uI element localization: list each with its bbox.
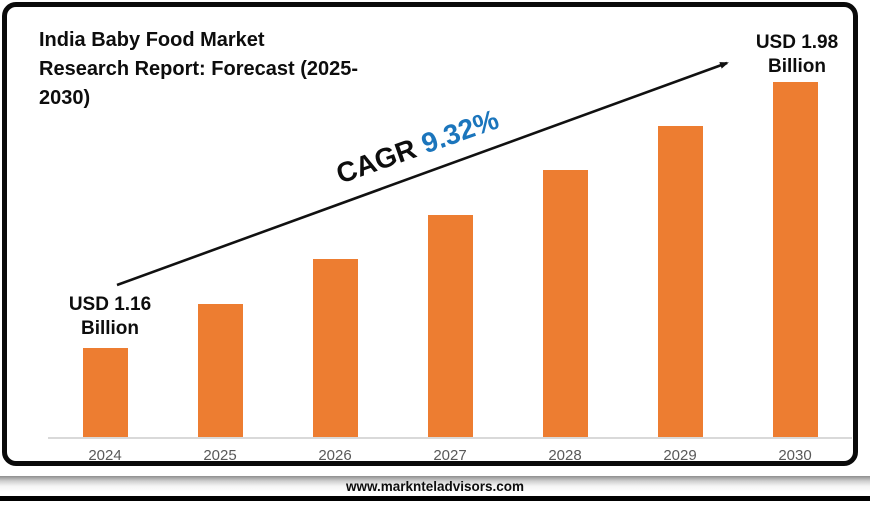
bar-2028 <box>542 170 588 438</box>
x-axis-label-2027: 2027 <box>433 447 467 464</box>
cagr-annotation: CAGR9.32% <box>325 101 510 193</box>
x-axis-line <box>48 437 852 439</box>
chart-title-line-2: Research Report: Forecast (2025- <box>39 58 359 80</box>
chart-title-line-3: 2030) <box>39 87 91 109</box>
x-axis-label-2025: 2025 <box>203 447 237 464</box>
x-axis-label-2028: 2028 <box>548 447 582 464</box>
footer-bar: www.marknteladvisors.com <box>0 476 870 501</box>
data-label-2030-line-2: Billion <box>767 56 827 77</box>
bar-2026 <box>312 259 358 438</box>
data-label-2030-line-1: USD 1.98 <box>755 32 839 53</box>
cagr-label: CAGR <box>332 132 421 190</box>
data-label-2024-line-2: Billion <box>80 318 140 339</box>
x-axis-label-2026: 2026 <box>318 447 352 464</box>
chart-title-line-1: India Baby Food Market <box>39 29 265 51</box>
bar-2027 <box>427 215 473 438</box>
data-label-2030: USD 1.98 Billion <box>735 31 859 79</box>
x-axis-label-2029: 2029 <box>663 447 697 464</box>
website-url: www.marknteladvisors.com <box>345 479 525 494</box>
bar-2025 <box>197 304 243 438</box>
data-label-2024-line-1: USD 1.16 <box>68 294 152 315</box>
chart-panel: India Baby Food Market Research Report: … <box>2 2 858 466</box>
bar-2029 <box>657 126 703 438</box>
x-axis-label-2024: 2024 <box>88 447 122 464</box>
x-axis-label-2030: 2030 <box>778 447 812 464</box>
bar-2024 <box>82 348 128 438</box>
cagr-value: 9.32% <box>417 103 503 160</box>
chart-title: India Baby Food Market Research Report: … <box>39 26 358 113</box>
bar-2030 <box>772 82 818 438</box>
data-label-2024: USD 1.16 Billion <box>48 293 172 341</box>
